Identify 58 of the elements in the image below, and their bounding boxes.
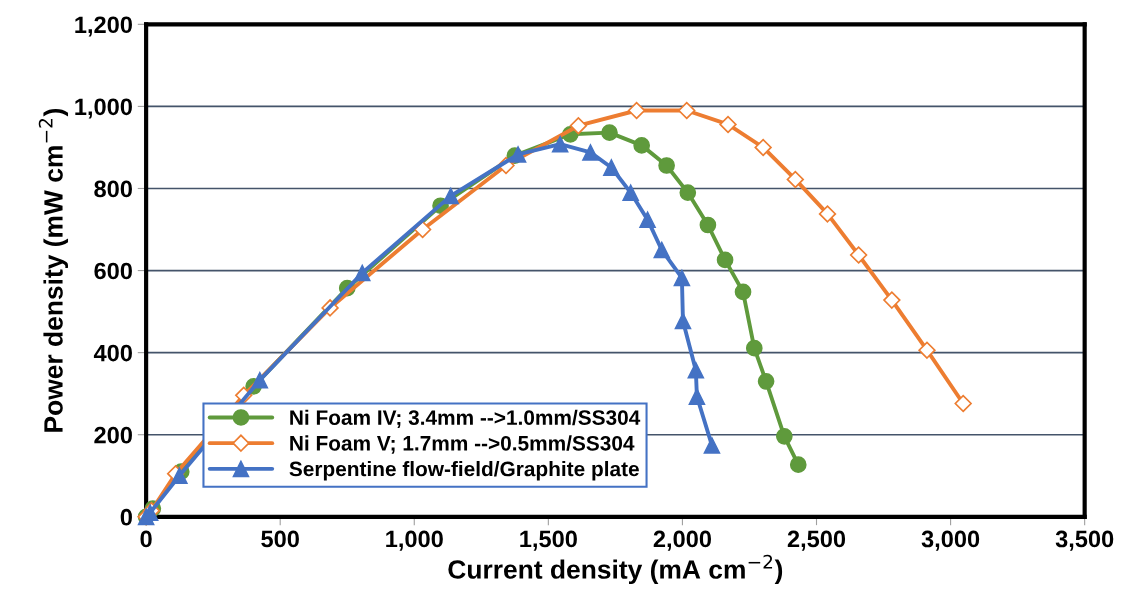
point (627, 101, 646, 120)
point (413, 220, 432, 239)
point (687, 361, 705, 379)
point (251, 371, 269, 389)
point (673, 269, 691, 287)
legend-label: Ni Foam V; 1.7mm -->0.5mm/SS304 (290, 435, 635, 454)
x-tick-label: 3,000 (921, 530, 980, 551)
point (775, 428, 793, 445)
point (745, 339, 763, 357)
point (679, 184, 697, 201)
point (653, 241, 671, 259)
point (353, 264, 371, 282)
point (551, 135, 569, 153)
y-tick-label: 1,200 (75, 16, 132, 37)
point (442, 187, 460, 205)
point (754, 138, 772, 157)
point (716, 251, 734, 269)
x-tick-label: 1,500 (520, 530, 577, 551)
point (601, 124, 618, 141)
point (818, 205, 837, 223)
y-tick-label: 200 (94, 426, 132, 444)
point (171, 467, 188, 485)
point (849, 246, 868, 264)
point (699, 216, 717, 234)
point (622, 184, 640, 201)
x-tick-label: 0 (140, 530, 152, 548)
y-axis-title: Power density (mW cm$^{−2}$) (38, 108, 69, 432)
x-tick-label: 1,000 (386, 530, 443, 551)
point (918, 341, 936, 359)
point (954, 394, 972, 413)
y-tick-label: 1,000 (75, 98, 132, 119)
y-tick-label: 0 (120, 508, 132, 526)
point (703, 437, 721, 454)
point (678, 101, 696, 120)
point (569, 116, 588, 135)
legend-label: Ni Foam IV; 3.4mm -->1.0mm/SS304 (290, 409, 641, 428)
point (639, 211, 656, 229)
point (757, 373, 775, 390)
point (674, 312, 692, 330)
x-tick-label: 2,500 (787, 530, 846, 551)
point (688, 388, 706, 405)
point (658, 157, 675, 174)
point (789, 456, 807, 474)
point (883, 291, 901, 309)
point (786, 170, 805, 189)
y-tick-label: 400 (93, 344, 132, 362)
x-tick-label: 3,500 (1055, 530, 1114, 551)
point (582, 144, 599, 161)
x-tick-label: 500 (261, 530, 299, 548)
x-tick-label: 2,000 (653, 530, 712, 551)
point (734, 283, 752, 301)
point (719, 115, 737, 134)
y-tick-label: 800 (94, 180, 132, 198)
point (633, 137, 651, 154)
legend-label: Serpentine flow-field/Graphite plate (289, 461, 639, 481)
y-tick-label: 600 (94, 262, 132, 280)
x-axis-title: Current density (mA cm$^{−2}$) (448, 554, 783, 585)
point (603, 159, 620, 176)
